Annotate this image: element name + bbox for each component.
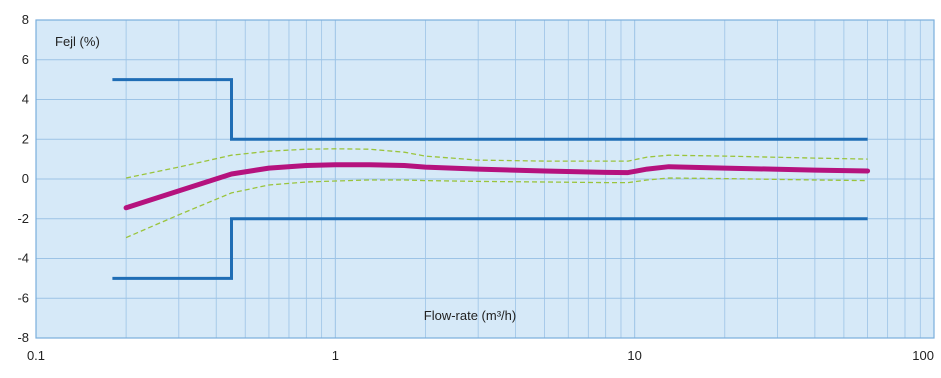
y-tick-label: 4 [22,92,29,107]
y-tick-label: -6 [17,290,29,305]
upper-limit-line [112,78,868,141]
y-tick-label: 6 [22,52,29,67]
y-axis-label: Fejl (%) [55,34,100,49]
y-tick-label: 2 [22,131,29,146]
error-curve-lines [123,162,871,211]
y-tick-label: -2 [17,211,29,226]
plot-frame [35,19,935,339]
x-tick-label: 1 [332,348,339,363]
limit-lines [112,78,868,280]
y-tick-label: -4 [17,251,29,266]
y-tick-label: 0 [22,171,29,186]
x-tick-label: 100 [912,348,934,363]
x-tick-label: 0.1 [27,348,45,363]
tolerance-band-lines [125,148,868,239]
y-axis-ticks: -8 -6 -4 -2 0 2 4 6 8 [17,12,29,345]
x-axis-label: Flow-rate (m³/h) [424,308,516,323]
y-tick-label: -8 [17,330,29,345]
lower-limit-line [112,217,868,280]
x-axis-ticks: 0.1 1 10 100 [27,348,934,363]
lower-band-line [125,177,868,239]
error-curve-line [123,162,871,211]
upper-band-line [125,148,868,179]
y-tick-label: 8 [22,12,29,27]
x-tick-label: 10 [627,348,641,363]
